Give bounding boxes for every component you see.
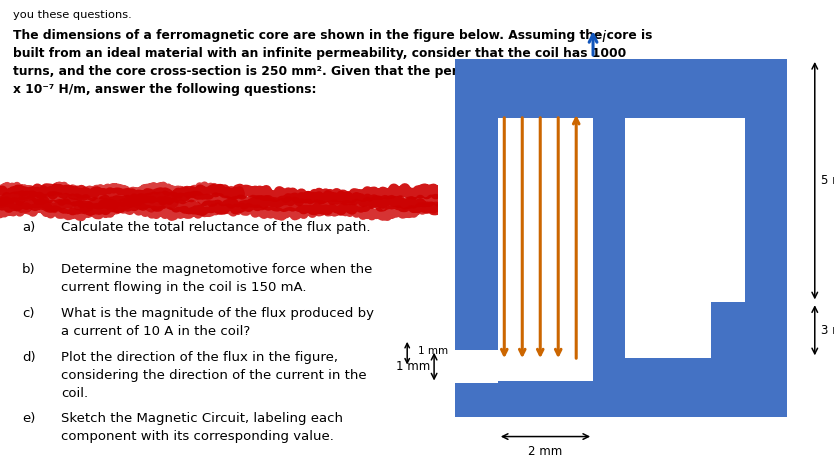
Bar bbox=[625, 118, 745, 302]
Bar bbox=[498, 118, 593, 358]
Text: Determine the magnetomotive force when the
current flowing in the coil is 150 mA: Determine the magnetomotive force when t… bbox=[62, 263, 373, 294]
Text: c): c) bbox=[22, 307, 34, 320]
Text: 1 mm: 1 mm bbox=[418, 346, 448, 356]
Text: Calculate the total reluctance of the flux path.: Calculate the total reluctance of the fl… bbox=[62, 221, 371, 234]
Bar bbox=[498, 358, 593, 381]
Text: you these questions.: you these questions. bbox=[13, 10, 132, 20]
Text: 5 mm: 5 mm bbox=[821, 174, 834, 187]
Text: a): a) bbox=[22, 221, 35, 234]
Text: What is the magnitude of the flux produced by
a current of 10 A in the coil?: What is the magnitude of the flux produc… bbox=[62, 307, 374, 338]
Text: 2 mm: 2 mm bbox=[529, 445, 563, 458]
Text: $i$: $i$ bbox=[600, 29, 607, 45]
Bar bbox=[625, 302, 711, 358]
Text: Sketch the Magnetic Circuit, labeling each
component with its corresponding valu: Sketch the Magnetic Circuit, labeling ea… bbox=[62, 412, 344, 443]
Text: d): d) bbox=[22, 351, 36, 364]
Text: b): b) bbox=[22, 263, 36, 276]
Text: e): e) bbox=[22, 412, 35, 425]
Text: 3 mm: 3 mm bbox=[821, 324, 834, 337]
Text: Plot the direction of the flux in the figure,
considering the direction of the c: Plot the direction of the flux in the fi… bbox=[62, 351, 367, 400]
Text: 1 mm: 1 mm bbox=[395, 360, 430, 373]
Bar bbox=[455, 350, 498, 384]
Bar bbox=[455, 59, 787, 417]
Text: The dimensions of a ferromagnetic core are shown in the figure below. Assuming t: The dimensions of a ferromagnetic core a… bbox=[13, 29, 658, 96]
Bar bbox=[593, 59, 625, 417]
Bar bbox=[498, 118, 593, 358]
